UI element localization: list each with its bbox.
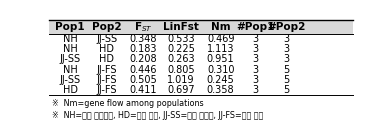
Text: 0.951: 0.951 (207, 54, 234, 65)
Text: 3: 3 (252, 44, 259, 54)
Text: Nm: Nm (211, 22, 230, 32)
Text: 0.348: 0.348 (129, 34, 157, 44)
Text: 3: 3 (252, 34, 259, 44)
Text: 3: 3 (252, 75, 259, 85)
Text: JJ-FS: JJ-FS (96, 65, 117, 75)
Text: F$_{ST}$: F$_{ST}$ (134, 20, 152, 34)
Text: 0.446: 0.446 (129, 65, 157, 75)
Text: 3: 3 (283, 54, 289, 65)
Text: 0.310: 0.310 (207, 65, 234, 75)
Text: 0.225: 0.225 (167, 44, 195, 54)
Text: 0.533: 0.533 (167, 34, 195, 44)
Text: HD: HD (63, 85, 78, 95)
Text: 1.019: 1.019 (167, 75, 195, 85)
Text: JJ-SS: JJ-SS (60, 54, 81, 65)
Text: 0.358: 0.358 (207, 85, 234, 95)
Text: 3: 3 (283, 34, 289, 44)
Text: JJ-SS: JJ-SS (96, 34, 117, 44)
Text: 0.245: 0.245 (207, 75, 234, 85)
Bar (49, 20, 353, 34)
Text: JJ-SS: JJ-SS (60, 75, 81, 85)
Text: 0.208: 0.208 (129, 54, 157, 65)
Text: 0.469: 0.469 (207, 34, 234, 44)
Text: 1.113: 1.113 (207, 44, 234, 54)
Text: ※  Nm=gene flow among populations: ※ Nm=gene flow among populations (52, 99, 204, 108)
Text: NH: NH (63, 44, 78, 54)
Text: 5: 5 (283, 85, 289, 95)
Text: JJ-FS: JJ-FS (96, 85, 117, 95)
Text: Pop2: Pop2 (92, 22, 122, 32)
Text: NH: NH (63, 65, 78, 75)
Text: #Pop2: #Pop2 (267, 22, 305, 32)
Text: 3: 3 (252, 85, 259, 95)
Text: Pop1: Pop1 (55, 22, 85, 32)
Text: 0.697: 0.697 (167, 85, 195, 95)
Text: 0.505: 0.505 (129, 75, 157, 85)
Text: HD: HD (99, 54, 114, 65)
Text: HD: HD (99, 44, 114, 54)
Text: 3: 3 (283, 44, 289, 54)
Text: 3: 3 (252, 65, 259, 75)
Text: LinFst: LinFst (163, 22, 199, 32)
Text: NH: NH (63, 34, 78, 44)
Text: ※  NH=부산 남항재실, HD=통영 홈도, JJ-SS=제주 성산보, JJ-FS=제주 섬섬: ※ NH=부산 남항재실, HD=통영 홈도, JJ-SS=제주 성산보, JJ… (52, 111, 263, 120)
Text: 3: 3 (252, 54, 259, 65)
Text: 0.411: 0.411 (129, 85, 157, 95)
Text: 5: 5 (283, 65, 289, 75)
Text: JJ-FS: JJ-FS (96, 75, 117, 85)
Text: #Pop1: #Pop1 (236, 22, 275, 32)
Text: 0.805: 0.805 (167, 65, 195, 75)
Text: 0.183: 0.183 (129, 44, 157, 54)
Text: 0.263: 0.263 (167, 54, 195, 65)
Text: 5: 5 (283, 75, 289, 85)
